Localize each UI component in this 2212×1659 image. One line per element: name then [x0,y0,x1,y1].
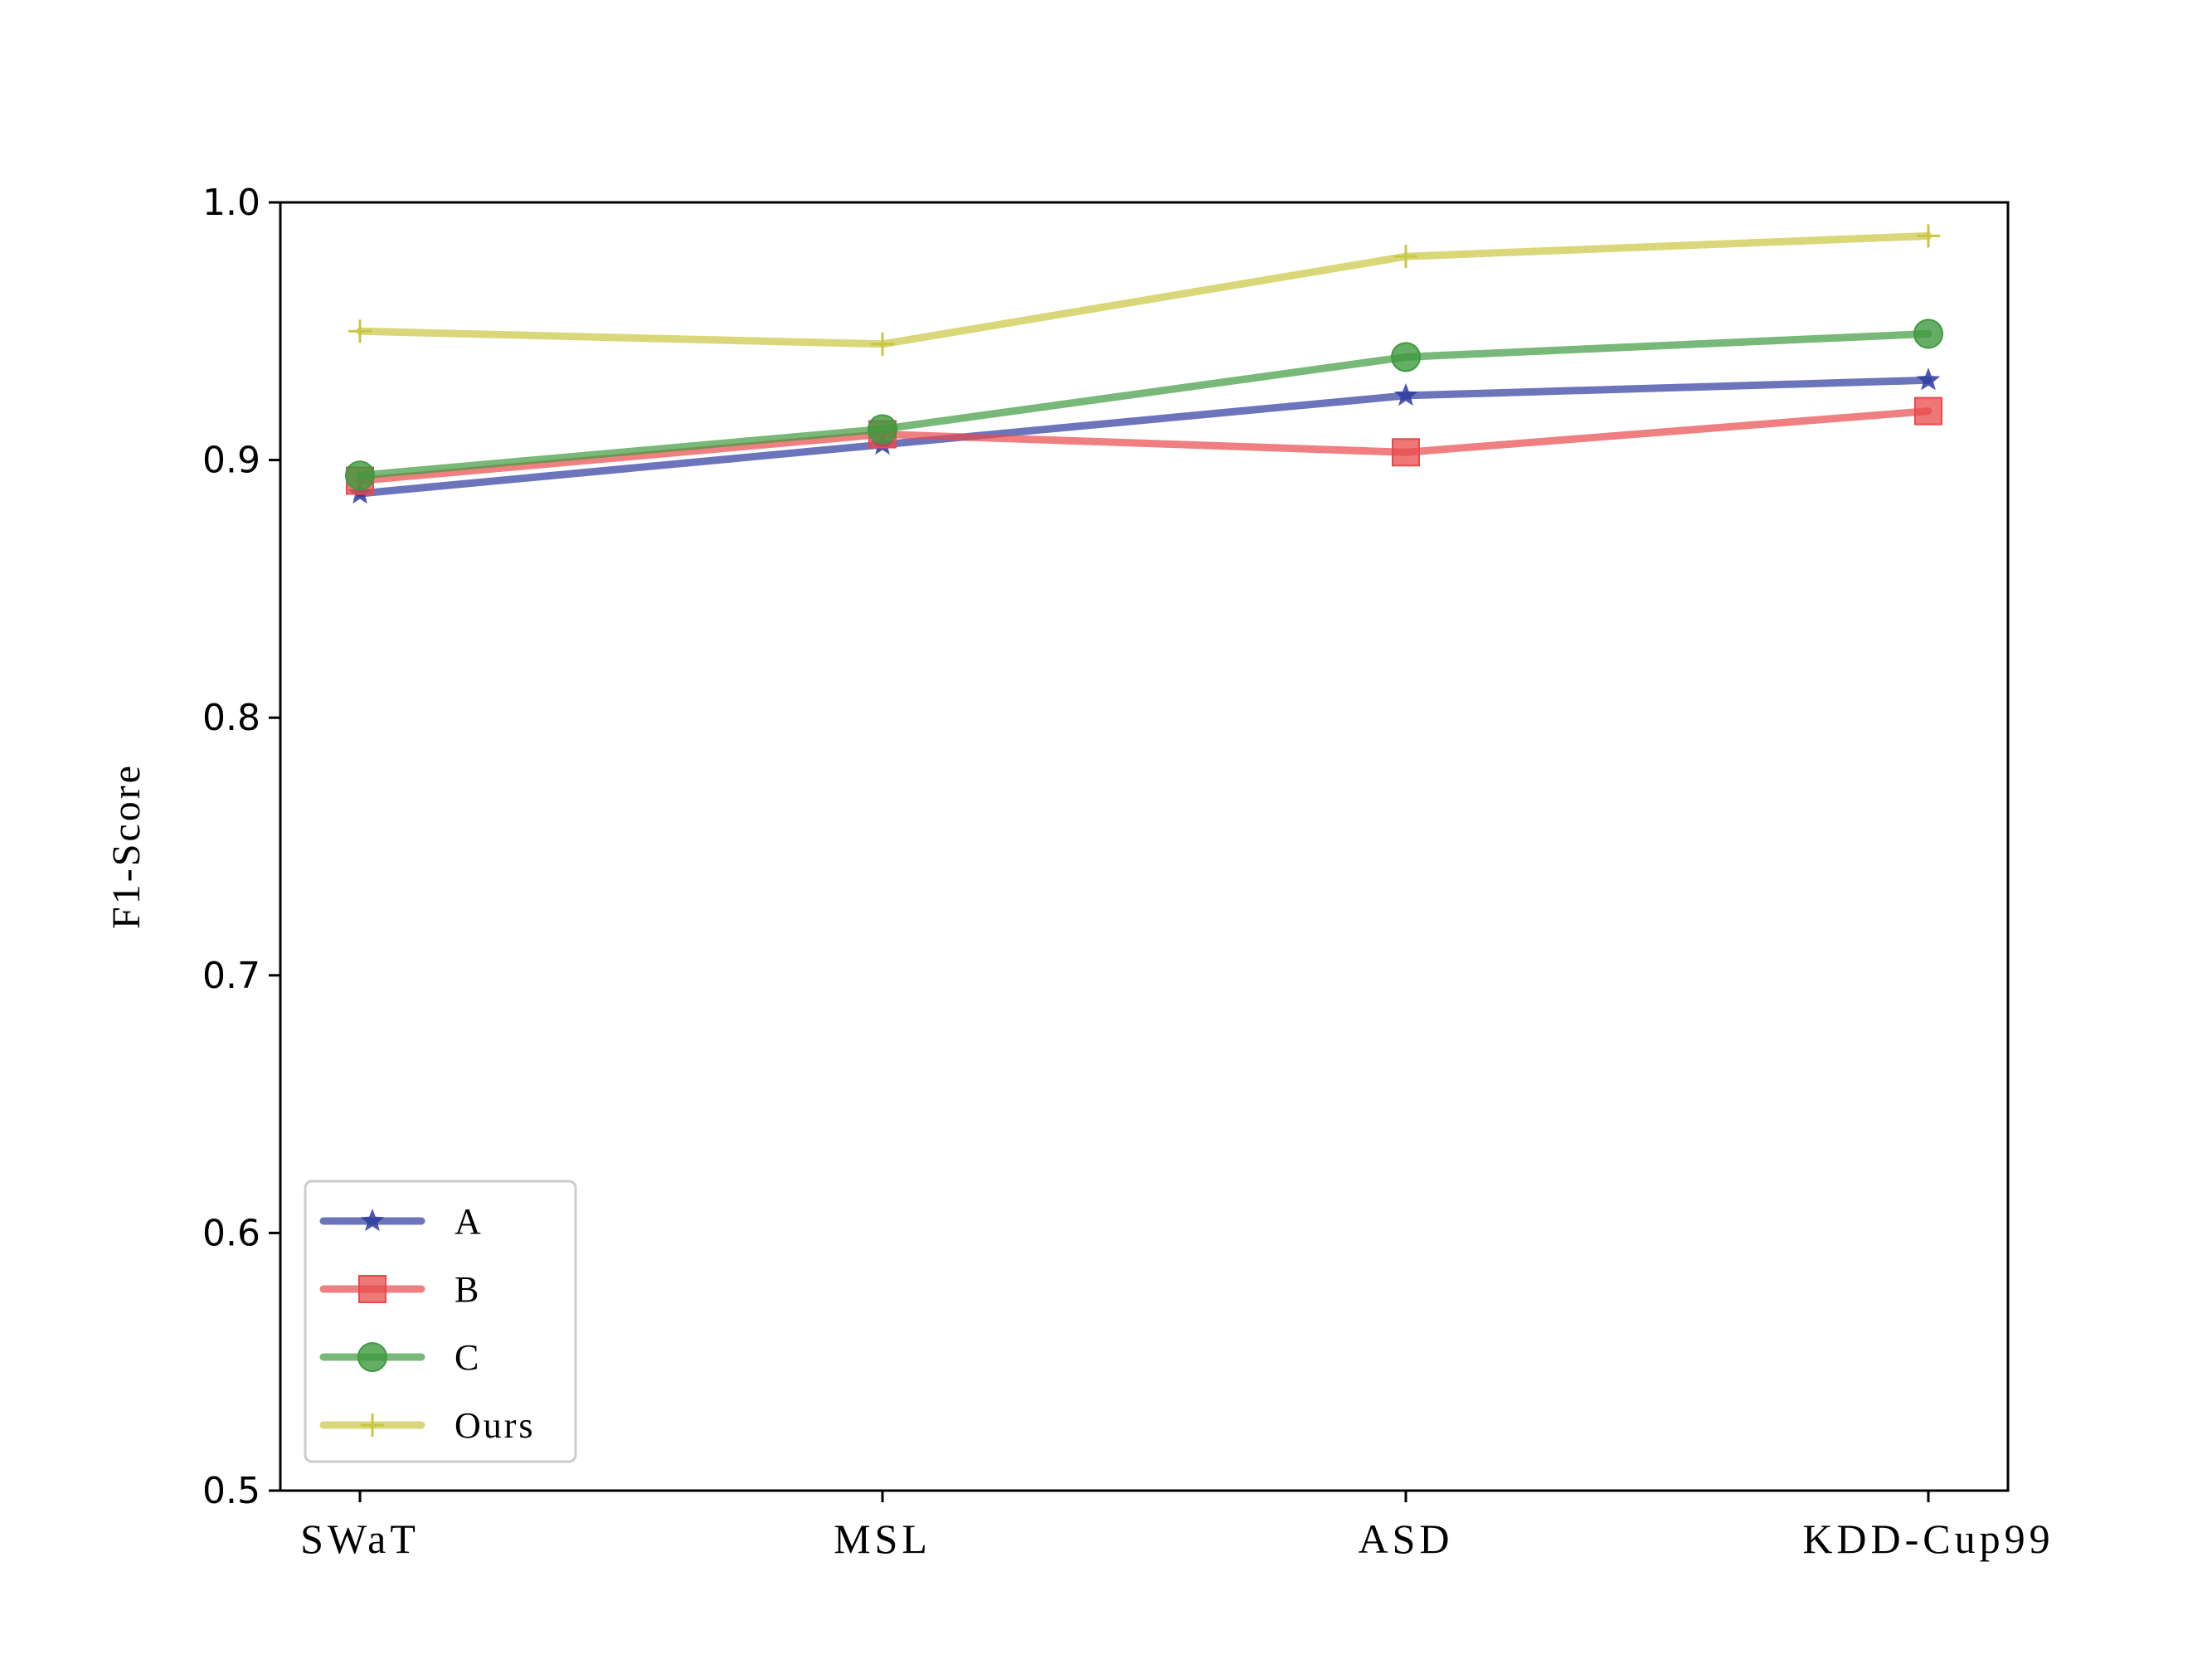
data-point-ours-2 [1394,245,1417,269]
legend-box [304,1180,577,1463]
plot-area [345,224,1943,504]
data-point-c-0 [345,460,375,491]
x-tick-label: KDD-Cup99 [1802,1515,2054,1562]
legend-marker-b [358,1275,386,1303]
legend-label: Ours [455,1405,536,1446]
data-point-a-2 [1393,382,1418,406]
legend-marker-ours [361,1413,384,1437]
legend-marker-a [360,1209,385,1232]
axis-ticks: 0.5 0.6 0.7 0.8 0.9 1.0 SWaT MSL ASD KDD-Cup99 [202,182,2054,1562]
legend-entry-a: A [319,1201,484,1242]
data-point-c-2 [1391,342,1421,372]
legend: ABC Ours [304,1180,577,1463]
data-point-a-3 [1916,367,1941,391]
y-tick-label: 0.6 [202,1212,260,1254]
y-tick-label: 0.7 [202,955,260,997]
data-point-ours-1 [871,332,894,356]
data-point-b-3 [1914,397,1942,426]
data-point-ours-3 [1917,224,1940,248]
y-tick-label: 0.9 [202,440,260,482]
legend-label: A [455,1201,484,1242]
series-b [346,397,1942,495]
data-point-b-2 [1392,438,1420,467]
series-a [348,367,1941,504]
plot-frame [279,201,2010,1492]
data-point-c-3 [1913,319,1943,349]
series-line-b [356,407,1932,484]
legend-entry-c: C [319,1337,481,1378]
y-tick-label: 1.0 [202,182,260,224]
data-point-c-1 [868,414,897,445]
series-line-c [356,329,1932,479]
legend-label: B [455,1269,481,1310]
series-line-ours [356,231,1932,348]
series-ours [348,224,1940,356]
data-point-ours-0 [348,319,372,343]
legend-entry-ours: Ours [319,1405,536,1446]
y-axis-label: F1-Score [105,763,148,929]
series-c [345,319,1943,491]
series-line-a [356,376,1932,498]
x-tick-label: MSL [834,1515,931,1562]
legend-marker-c [357,1342,387,1372]
legend-entry-b: B [319,1269,481,1310]
y-tick-label: 0.5 [202,1470,260,1512]
legend-label: C [455,1337,481,1378]
x-tick-label: ASD [1358,1515,1453,1562]
y-tick-label: 0.8 [202,697,260,739]
x-tick-label: SWaT [300,1515,420,1562]
